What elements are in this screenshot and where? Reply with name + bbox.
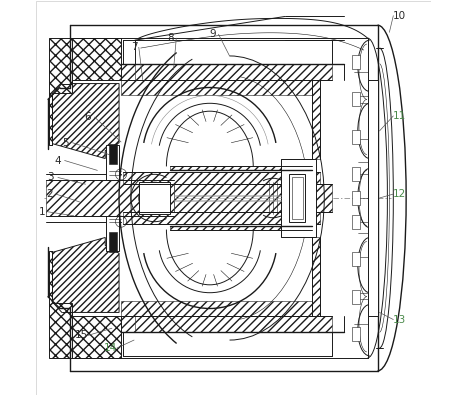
Bar	[292, 177, 303, 219]
Text: 11: 11	[393, 111, 406, 121]
Bar	[352, 167, 360, 181]
Bar	[352, 327, 360, 341]
Text: 15: 15	[75, 330, 88, 340]
Bar	[352, 252, 360, 266]
Polygon shape	[49, 38, 121, 145]
Text: 9: 9	[210, 29, 216, 39]
Polygon shape	[139, 182, 170, 214]
Bar	[368, 80, 377, 316]
Text: 4: 4	[55, 156, 61, 166]
Polygon shape	[123, 212, 320, 224]
Bar	[289, 174, 304, 222]
Text: 2: 2	[47, 189, 53, 199]
Polygon shape	[170, 226, 312, 230]
Polygon shape	[368, 80, 377, 316]
Polygon shape	[121, 80, 312, 95]
Text: 6: 6	[84, 112, 91, 122]
Text: 13: 13	[393, 314, 406, 325]
Bar	[352, 289, 360, 304]
Bar	[139, 182, 170, 214]
Bar	[106, 145, 119, 180]
Bar	[352, 130, 360, 144]
Text: 5: 5	[63, 138, 69, 148]
Text: 7: 7	[131, 42, 137, 52]
Polygon shape	[281, 158, 316, 238]
Polygon shape	[121, 64, 320, 80]
Polygon shape	[121, 301, 312, 316]
Polygon shape	[170, 166, 312, 170]
Bar	[109, 144, 117, 164]
Bar	[352, 191, 360, 205]
Polygon shape	[312, 238, 320, 316]
Polygon shape	[135, 64, 332, 80]
Bar	[281, 158, 316, 238]
Polygon shape	[52, 84, 119, 158]
Polygon shape	[123, 172, 320, 184]
Polygon shape	[121, 316, 320, 332]
Bar	[352, 92, 360, 107]
Bar	[352, 55, 360, 69]
Polygon shape	[312, 80, 320, 158]
Polygon shape	[135, 316, 332, 332]
Text: 3: 3	[47, 173, 53, 183]
Text: 14: 14	[104, 343, 117, 353]
Text: 12: 12	[393, 189, 406, 199]
Text: 1: 1	[39, 207, 45, 217]
Polygon shape	[174, 184, 332, 212]
Polygon shape	[52, 238, 119, 312]
Bar	[109, 232, 117, 252]
Text: 8: 8	[167, 33, 174, 43]
Polygon shape	[46, 180, 174, 216]
Bar	[106, 216, 119, 251]
Polygon shape	[49, 251, 121, 358]
Text: 10: 10	[393, 11, 406, 21]
Bar	[352, 215, 360, 229]
